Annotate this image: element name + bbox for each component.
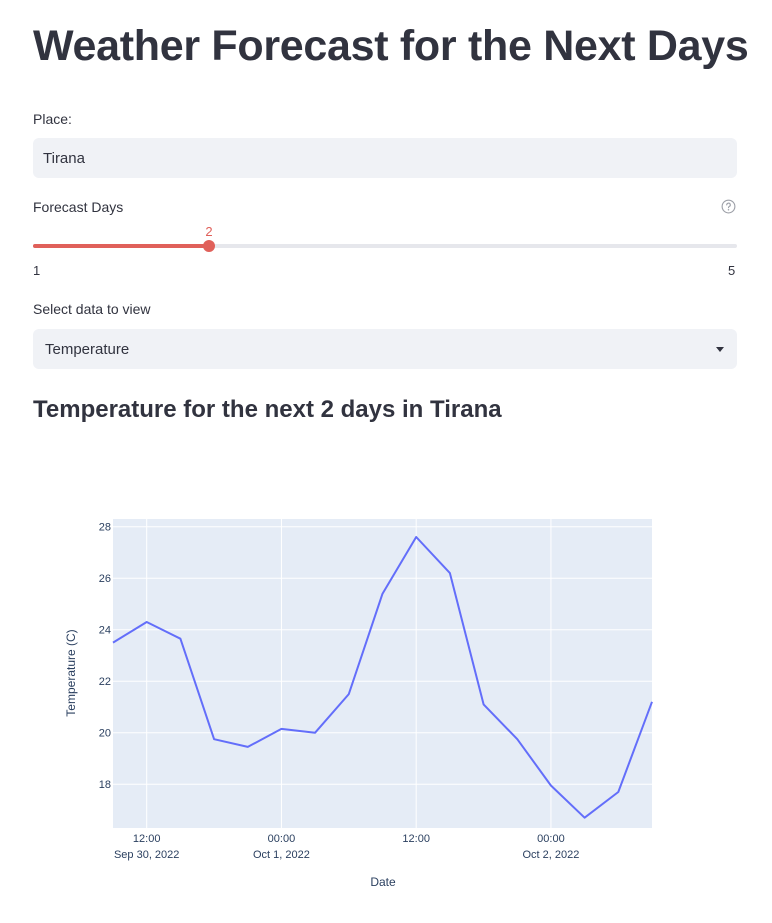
x-tick-label: 12:00 bbox=[133, 833, 161, 845]
x-tick-labels: 12:00 Sep 30, 2022 00:00 Oct 1, 2022 12:00 00… bbox=[114, 833, 579, 861]
y-gridlines bbox=[113, 526, 652, 785]
select-data-label: Select data to view bbox=[33, 301, 151, 317]
select-value: Temperature bbox=[45, 341, 130, 358]
slider-fill bbox=[33, 244, 209, 248]
place-input[interactable] bbox=[33, 138, 737, 178]
y-tick-label: 18 bbox=[99, 779, 111, 791]
y-tick-labels: 18 20 22 24 26 28 bbox=[99, 522, 111, 792]
y-tick-label: 22 bbox=[99, 676, 111, 688]
slider-thumb[interactable] bbox=[203, 240, 215, 252]
x-axis-title: Date bbox=[370, 875, 396, 889]
chevron-down-icon[interactable] bbox=[716, 347, 724, 352]
temperature-chart[interactable]: 18 20 22 24 26 28 12:00 Sep 30, 2022 00:00 Oct 1… bbox=[0, 470, 772, 910]
plot-area[interactable] bbox=[113, 519, 652, 828]
y-tick-label: 20 bbox=[99, 728, 111, 740]
slider-track[interactable] bbox=[33, 244, 737, 248]
x-tick-label: 00:00 bbox=[537, 833, 565, 845]
x-tick-date-label: Oct 1, 2022 bbox=[253, 849, 310, 861]
page-title: Weather Forecast for the Next Days bbox=[33, 22, 749, 70]
temperature-line bbox=[112, 536, 653, 819]
y-tick-label: 28 bbox=[99, 522, 111, 534]
y-tick-label: 26 bbox=[99, 573, 111, 585]
x-tick-label: 12:00 bbox=[402, 833, 430, 845]
x-gridlines bbox=[146, 519, 552, 828]
x-tick-date-label: Sep 30, 2022 bbox=[114, 849, 179, 861]
section-title: Temperature for the next 2 days in Tiran… bbox=[33, 396, 502, 423]
y-axis-title: Temperature (C) bbox=[64, 629, 78, 716]
x-tick-date-label: Oct 2, 2022 bbox=[523, 849, 580, 861]
forecast-days-label: Forecast Days bbox=[33, 199, 124, 215]
help-icon[interactable] bbox=[721, 199, 736, 214]
data-select[interactable]: Temperature bbox=[33, 329, 737, 369]
x-tick-label: 00:00 bbox=[268, 833, 296, 845]
slider-value: 2 bbox=[205, 224, 213, 239]
y-tick-label: 24 bbox=[99, 625, 111, 637]
slider-max-label: 5 bbox=[728, 263, 736, 278]
forecast-days-slider[interactable]: 2 bbox=[33, 224, 737, 266]
place-label: Place: bbox=[33, 111, 72, 127]
slider-min-label: 1 bbox=[33, 263, 41, 278]
